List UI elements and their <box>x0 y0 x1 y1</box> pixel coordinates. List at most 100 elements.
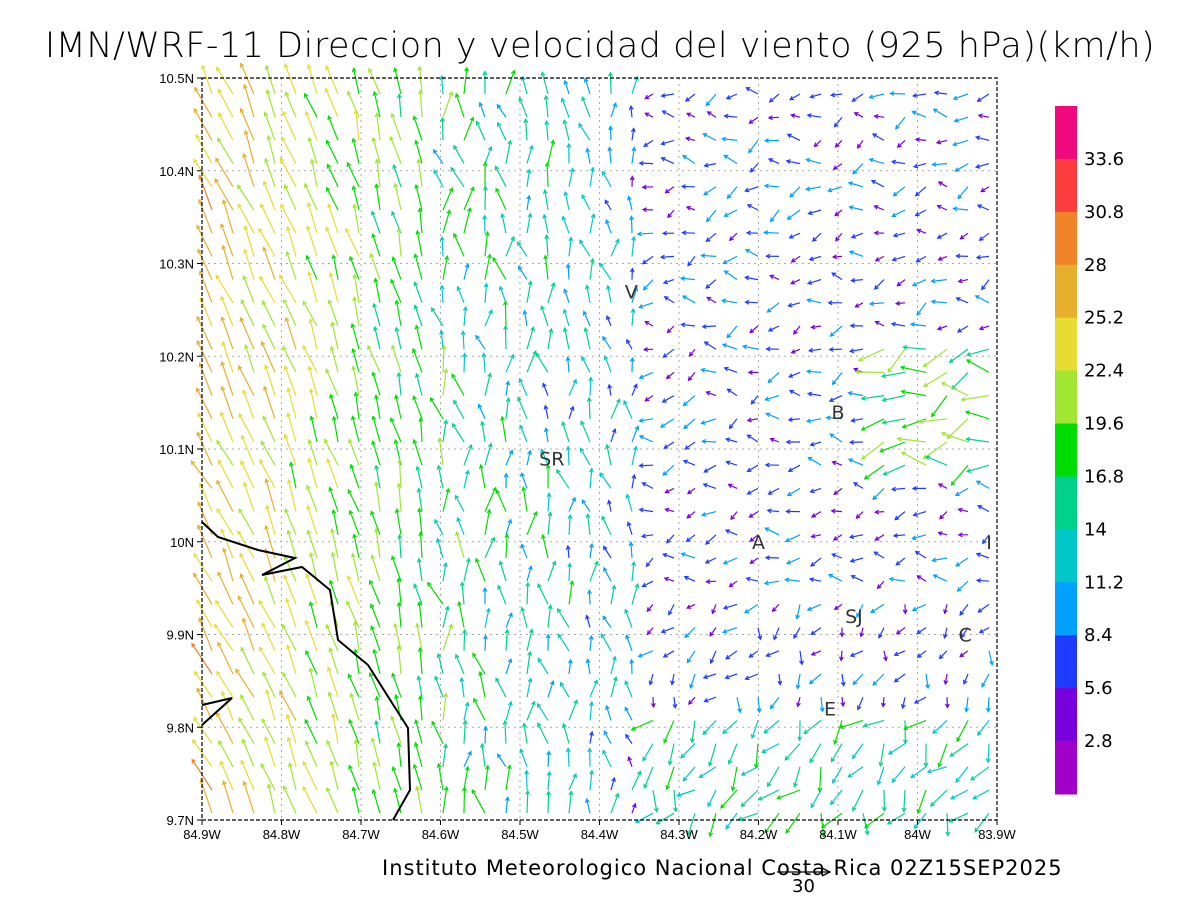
wind-arrow <box>746 434 759 443</box>
wind-arrow <box>916 575 927 582</box>
wind-arrow <box>707 789 717 808</box>
wind-arrow <box>631 425 640 443</box>
wind-arrow <box>264 477 276 512</box>
wind-arrow <box>796 697 801 708</box>
wind-arrow <box>497 584 507 605</box>
wind-arrow <box>416 158 423 187</box>
wind-arrow <box>831 272 843 281</box>
wind-arrow <box>582 310 591 327</box>
wind-arrow <box>544 233 550 257</box>
wind-arrow <box>851 93 864 102</box>
wind-arrow <box>911 93 927 98</box>
wind-arrow <box>216 711 234 744</box>
wind-arrow <box>978 627 990 634</box>
wind-arrow <box>517 265 528 280</box>
wind-arrow <box>215 274 234 304</box>
wind-arrow <box>484 486 497 512</box>
wind-arrow <box>830 508 843 514</box>
wind-arrow <box>847 391 864 397</box>
colorbar-swatch <box>1055 688 1077 742</box>
wind-arrow <box>526 194 532 211</box>
wind-arrow <box>589 257 595 280</box>
wind-arrow <box>264 735 276 767</box>
wind-arrow <box>916 650 927 659</box>
wind-arrow <box>437 437 444 466</box>
wind-arrow <box>416 675 423 698</box>
wind-arrow <box>878 743 885 768</box>
wind-arrow <box>957 532 969 538</box>
wind-arrow <box>350 552 360 582</box>
wind-arrow <box>374 112 381 141</box>
wind-arrow <box>748 511 759 518</box>
wind-arrow <box>417 507 423 535</box>
wind-arrow <box>764 555 780 561</box>
wind-arrow <box>914 551 927 559</box>
wind-arrow <box>737 812 759 822</box>
wind-arrow <box>496 121 507 141</box>
wind-arrow <box>936 204 948 211</box>
wind-arrow <box>681 230 696 236</box>
wind-arrow <box>526 326 535 350</box>
wind-arrow <box>664 487 675 494</box>
wind-arrow <box>896 139 906 149</box>
wind-arrow <box>766 508 780 514</box>
wind-arrow <box>900 389 927 397</box>
wind-arrow <box>722 603 738 610</box>
wind-arrow <box>371 440 381 466</box>
wind-arrow <box>931 395 948 418</box>
wind-arrow <box>306 201 318 234</box>
wind-arrow <box>307 438 318 466</box>
wind-arrow <box>932 719 948 734</box>
wind-arrow <box>891 255 906 262</box>
wind-arrow <box>413 304 423 327</box>
wind-arrow <box>279 157 297 188</box>
wind-arrow <box>328 486 339 512</box>
wind-arrow <box>217 571 234 605</box>
wind-arrow <box>193 572 213 605</box>
wind-arrow <box>453 144 465 164</box>
wind-arrow <box>850 232 864 239</box>
colorbar-label: 33.6 <box>1084 149 1124 170</box>
wind-arrow <box>741 344 759 350</box>
wind-arrow <box>704 557 717 564</box>
wind-arrow <box>605 218 612 234</box>
wind-arrow <box>415 465 423 489</box>
wind-arrow <box>626 338 633 350</box>
wind-arrow <box>627 195 633 211</box>
wind-arrow <box>788 389 801 397</box>
wind-arrow <box>763 138 780 144</box>
wind-arrow <box>809 487 822 494</box>
wind-arrow <box>740 766 759 776</box>
wind-arrow <box>568 496 576 512</box>
wind-arrow <box>584 284 591 303</box>
wind-arrow <box>901 789 907 813</box>
wind-arrow <box>482 214 488 234</box>
wind-arrow <box>242 274 255 304</box>
wind-vectors <box>190 62 994 838</box>
wind-arrow <box>264 157 276 187</box>
wind-arrow <box>809 93 822 99</box>
wind-arrow <box>948 812 969 823</box>
colorbar-label: 16.8 <box>1084 466 1124 487</box>
wind-arrow <box>279 274 297 304</box>
wind-arrow <box>785 439 801 445</box>
wind-arrow <box>777 673 783 686</box>
wind-arrow <box>786 487 801 497</box>
wind-arrow <box>936 232 948 239</box>
wind-arrow <box>521 486 528 512</box>
wind-arrow <box>808 577 822 583</box>
wind-arrow <box>560 97 570 118</box>
wind-arrow <box>700 253 717 259</box>
wind-arrow <box>831 254 843 260</box>
wind-arrow <box>831 553 843 559</box>
wind-arrow <box>680 184 696 189</box>
wind-arrow <box>686 603 696 609</box>
wind-arrow <box>740 789 759 808</box>
reference-vector-label: 30 <box>792 876 815 897</box>
wind-arrow <box>325 623 339 652</box>
wind-arrow <box>817 766 823 793</box>
wind-arrow <box>568 699 578 721</box>
wind-arrow <box>985 743 991 764</box>
wind-arrow <box>568 790 574 814</box>
wind-arrow <box>668 604 675 616</box>
